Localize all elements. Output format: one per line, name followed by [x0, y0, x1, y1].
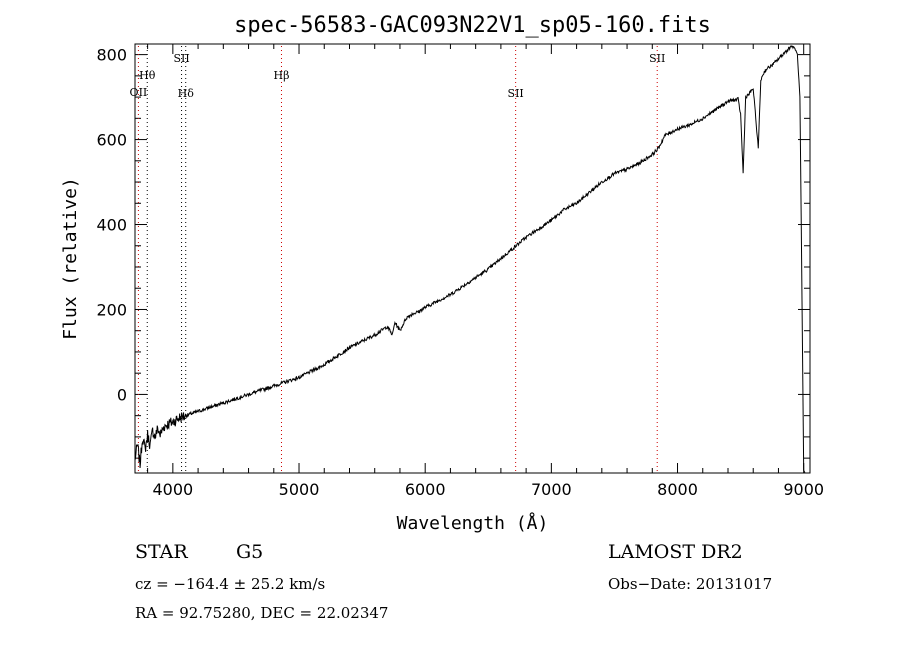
- line-marker-label: SII: [508, 87, 524, 100]
- obs-date: Obs−Date: 20131017: [608, 575, 773, 593]
- plot-frame: [134, 43, 811, 474]
- chart-title: spec-56583-GAC093N22V1_sp05-160.fits: [234, 13, 711, 38]
- spectrum-line: [134, 44, 806, 474]
- object-class: STAR: [135, 541, 188, 563]
- survey-label: LAMOST DR2: [608, 541, 743, 563]
- line-marker-label: SII: [173, 52, 189, 65]
- y-tick-label: 600: [96, 131, 127, 150]
- line-marker-label: OII: [130, 86, 148, 99]
- y-tick-label: 800: [96, 46, 127, 65]
- x-axis-label: Wavelength (Å): [397, 512, 549, 534]
- coordinates: RA = 92.75280, DEC = 22.02347: [135, 604, 389, 622]
- y-tick-label: 400: [96, 216, 127, 235]
- redshift-info: cz = −164.4 ± 25.2 km/s: [135, 575, 326, 593]
- x-tick-label: 4000: [152, 480, 193, 499]
- line-marker-label: SII: [649, 52, 665, 65]
- line-marker-label: Hβ: [274, 69, 290, 82]
- y-axis-label: Flux (relative): [60, 177, 81, 340]
- line-marker-label: Hθ: [139, 69, 156, 82]
- y-tick-label: 0: [117, 385, 127, 404]
- x-tick-label: 7000: [531, 480, 572, 499]
- y-tick-label: 200: [96, 300, 127, 319]
- line-marker-label: Hδ: [178, 87, 195, 100]
- x-tick-label: 9000: [783, 480, 824, 499]
- x-tick-label: 5000: [279, 480, 320, 499]
- x-tick-label: 8000: [657, 480, 698, 499]
- x-tick-label: 6000: [405, 480, 446, 499]
- object-subclass: G5: [236, 541, 264, 563]
